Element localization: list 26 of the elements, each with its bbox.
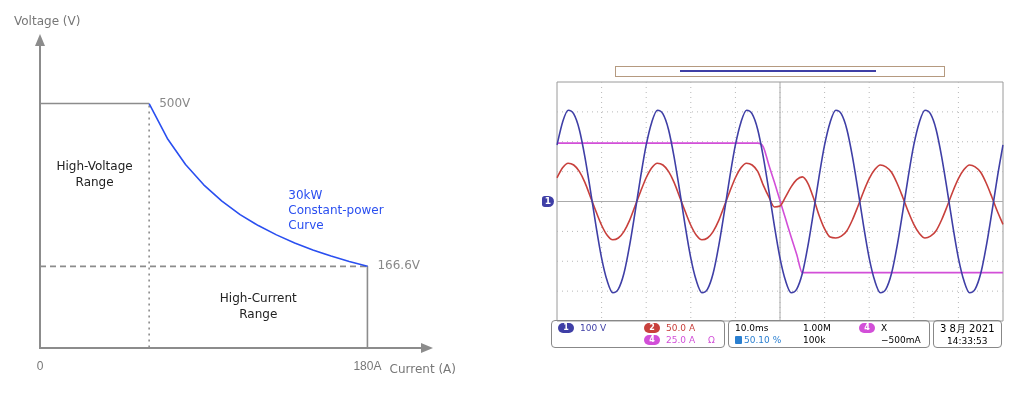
text: 1 — [542, 196, 554, 207]
text: 100k — [803, 335, 827, 345]
text: 100 V — [580, 323, 608, 333]
text: X — [881, 323, 889, 333]
text: 14:33:53 — [946, 336, 989, 346]
text: 3 8月 2021 — [940, 322, 995, 336]
text: 25.0 A — [666, 335, 697, 345]
text: 1 — [563, 323, 569, 332]
text: 4 — [649, 335, 655, 344]
text: 10.0ms — [735, 323, 770, 333]
annotation: 500V — [159, 95, 192, 110]
annotation: 166.6V — [377, 258, 421, 273]
y-axis-title: Voltage (V) — [14, 14, 81, 29]
annotation: High-Current Range — [219, 291, 298, 322]
text: 2 — [644, 323, 660, 333]
series-label: 30kW Constant-power Curve — [288, 187, 384, 232]
x-tick-label: 0 — [36, 359, 44, 374]
x-axis-title: Current (A) — [389, 361, 456, 376]
text: 1.00M — [803, 323, 832, 333]
x-tick-label: 180A — [353, 359, 382, 374]
text: 4 — [859, 323, 875, 333]
text: 50.10 % — [744, 335, 782, 345]
text: 50.0 A — [666, 323, 697, 333]
text: Ω — [708, 335, 716, 345]
text: −500mA — [881, 335, 922, 345]
annotation: High-Voltage Range — [56, 159, 133, 190]
